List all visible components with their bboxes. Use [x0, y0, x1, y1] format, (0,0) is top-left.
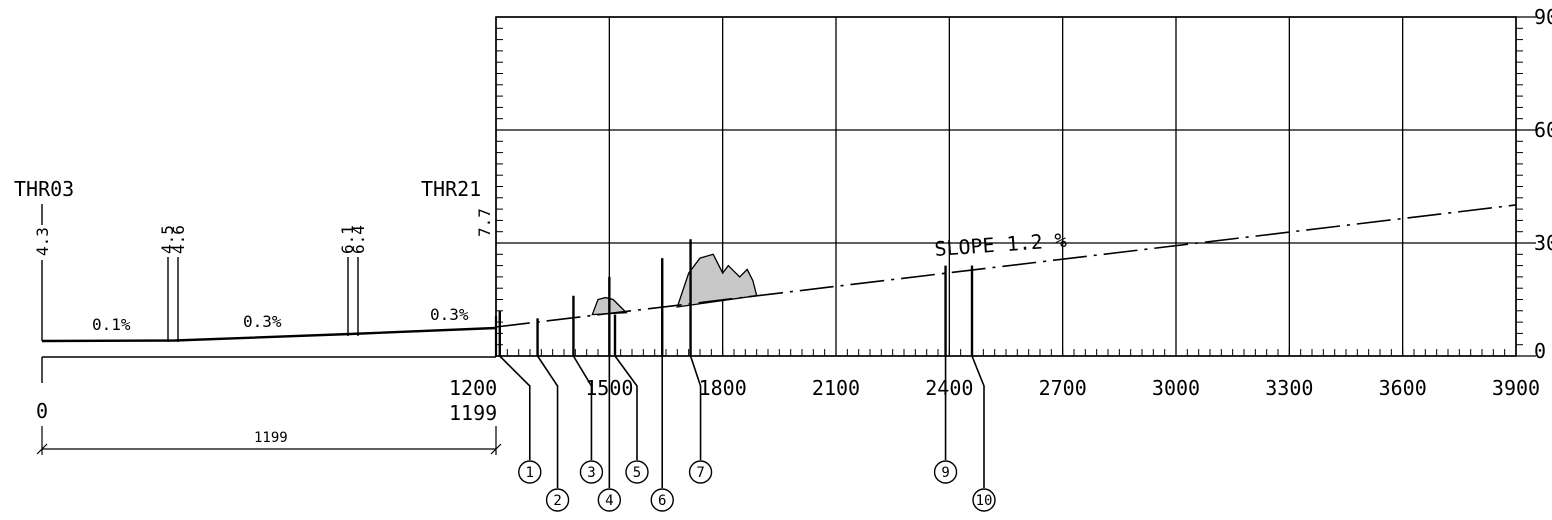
obstacle-id-label: 2 — [553, 493, 561, 509]
minor-ticks — [495, 16, 1523, 357]
obstacle-id-circle — [625, 460, 649, 484]
obstacle-leader-line — [499, 355, 531, 460]
chart-grid — [495, 16, 1536, 357]
runway-surface-line — [41, 326, 497, 343]
elevation-mark-label: 6.4 — [349, 225, 368, 254]
x-tick-label: 3300 — [1265, 376, 1313, 400]
x-tick-label: 3000 — [1152, 376, 1200, 400]
obstacle-leader-line — [971, 355, 985, 488]
obstacle-id-label: 1 — [526, 465, 534, 481]
threshold-label-left: THR03 — [14, 177, 74, 201]
terrain-shape — [676, 253, 758, 308]
y-tick-label: 0 — [1534, 339, 1546, 363]
obstacle-id-circle — [688, 460, 713, 484]
y-tick-labels: 0 30 60 90 — [1534, 5, 1552, 363]
start-distance-label: 0 — [36, 399, 48, 423]
obstacle-leader-line — [614, 355, 638, 460]
x-tick-label: 3900 — [1492, 376, 1540, 400]
gradient-label: 0.3% — [243, 312, 282, 331]
obstacle-id-circle — [579, 460, 604, 484]
obstacle-id-circle — [518, 460, 542, 484]
threshold-left-elevation: 4.3 — [33, 227, 52, 256]
gradient-label: 0.3% — [430, 305, 469, 324]
slope-label: SLOPE 1.2 % — [934, 228, 1068, 261]
y-tick-label: 60 — [1534, 118, 1552, 142]
elevation-mark-label: 4.5 — [158, 225, 177, 254]
obstacle-id-label: 3 — [587, 465, 595, 481]
x-tick-label: 2700 — [1039, 376, 1087, 400]
obstacle-leader-line — [536, 355, 559, 488]
length-dimension-label: 1199 — [254, 430, 288, 446]
elevation-mark-label: 4.6 — [169, 225, 188, 254]
obstacle-id-circle — [933, 460, 958, 484]
obstacle-id-label: 9 — [941, 465, 949, 481]
obstacle-id-circle — [545, 488, 570, 512]
obstacle-leader-line — [689, 355, 702, 460]
x-tick-labels: 1500 1800 2100 2400 2700 3000 3300 3600 3900 — [585, 376, 1540, 400]
obstacle-id-label: 5 — [633, 465, 641, 481]
obstacle-id-circle — [597, 488, 622, 512]
obstacle-id-label: 7 — [696, 465, 704, 481]
x-tick-label: 2400 — [925, 376, 973, 400]
obstacle-id-circle — [650, 488, 674, 512]
threshold-label-right: THR21 — [421, 177, 481, 201]
length-dimension-arrow — [36, 443, 48, 455]
obstacle-leader-line — [572, 355, 593, 460]
end-distance-label: 1200 — [449, 376, 497, 400]
x-tick-label: 3600 — [1379, 376, 1427, 400]
end-distance-label: 1199 — [449, 401, 497, 425]
y-tick-label: 30 — [1534, 231, 1552, 255]
obstacle-id-circle — [972, 488, 996, 512]
obstacle-id-label: 4 — [605, 493, 613, 509]
threshold-right-elevation: 7.7 — [475, 208, 494, 237]
gradient-label: 0.1% — [92, 315, 131, 334]
x-tick-label: 1800 — [699, 376, 747, 400]
obstacle-group: 1 2 34 5 6 7 9 10 — [498, 239, 996, 512]
elevation-mark-label: 6.1 — [338, 225, 357, 254]
obstacle-id-label: 6 — [658, 493, 666, 509]
length-dimension-arrow — [490, 443, 502, 455]
y-tick-label: 90 — [1534, 5, 1552, 29]
slope-line — [495, 204, 1517, 328]
x-tick-label: 2100 — [812, 376, 860, 400]
runway-profile: THR03 4.3 4.5 4.6 6.1 6.4 0.1% 0.3% 0.3%… — [14, 177, 502, 455]
obstacle-id-label: 10 — [976, 493, 993, 509]
chart-frame — [495, 16, 1517, 357]
